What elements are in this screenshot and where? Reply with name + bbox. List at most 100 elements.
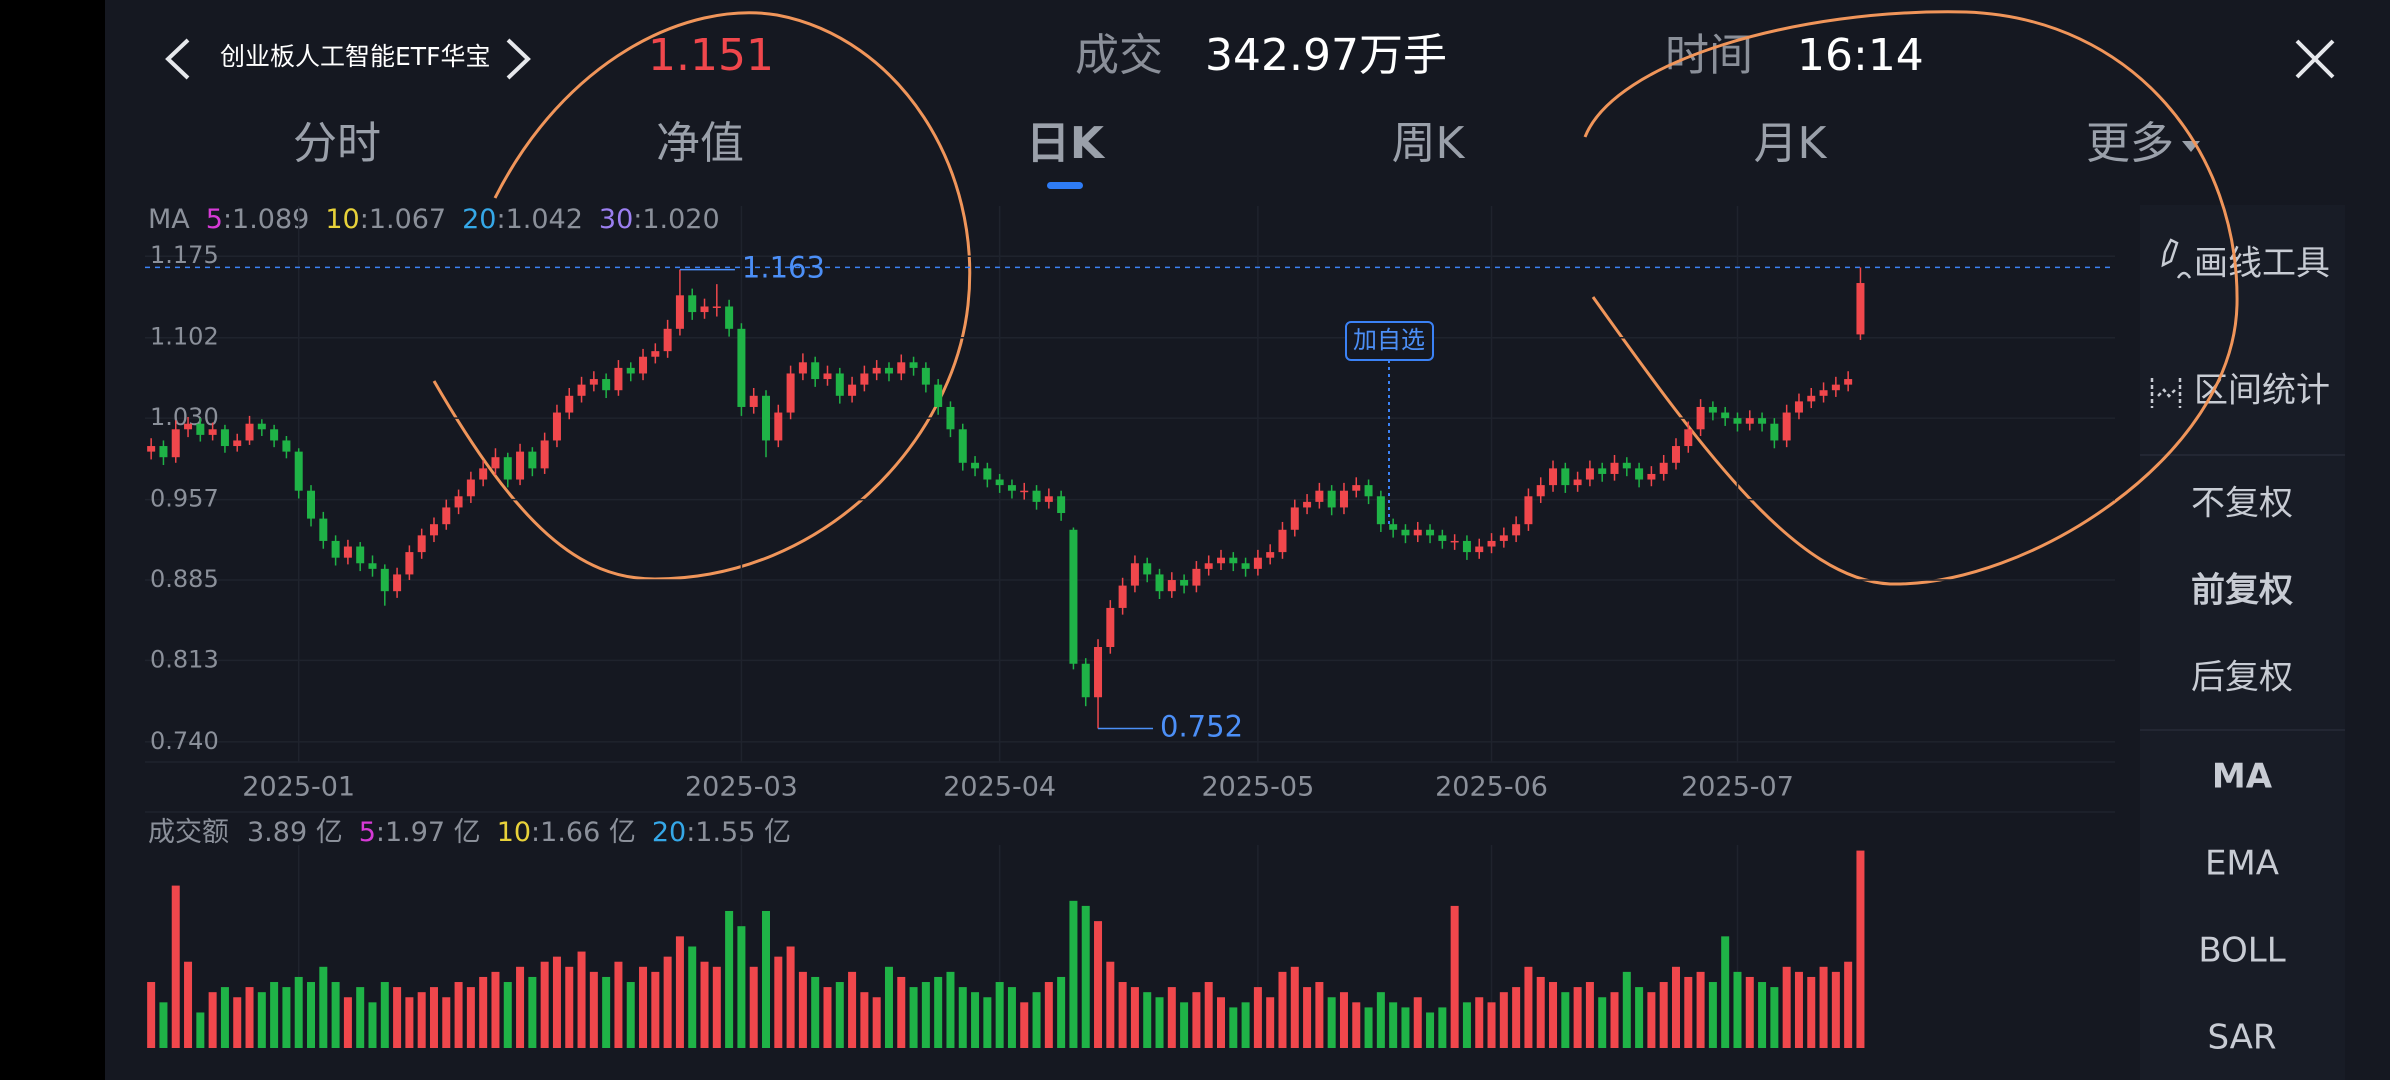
volume-bar	[1659, 982, 1668, 1048]
candle-body	[1659, 462, 1668, 474]
volume-bar	[1192, 992, 1201, 1048]
volume-bar	[1561, 992, 1570, 1048]
left-band	[0, 0, 105, 1080]
candle-body	[540, 440, 549, 469]
volume-bar	[1438, 1007, 1447, 1048]
volume-bar	[307, 982, 316, 1048]
tab[interactable]: 净值	[656, 118, 744, 169]
candle-body	[1819, 390, 1828, 396]
volume-bar	[737, 926, 746, 1048]
volume-bar	[995, 982, 1004, 1048]
candle-body	[1389, 524, 1398, 530]
volume-label: 成交	[1075, 30, 1163, 81]
candle-body	[737, 328, 746, 407]
candle-body	[1462, 540, 1471, 553]
volume-bar	[454, 982, 463, 1048]
volume-bar	[1278, 971, 1287, 1048]
volume-bar	[774, 956, 783, 1048]
add-watchlist-button[interactable]	[1345, 321, 1434, 361]
volume-bar	[1401, 1007, 1410, 1048]
legend: 成交额 3.89 亿 5:1.97 亿 10:1.66 亿 20:1.55 亿	[148, 817, 791, 848]
tab[interactable]: 日K	[1026, 118, 1106, 169]
volume-bar	[208, 992, 217, 1048]
candle-body	[1253, 557, 1262, 569]
volume-bar	[1044, 982, 1053, 1048]
candle-body	[1094, 647, 1103, 698]
candle-body	[466, 479, 475, 497]
candle-body	[1229, 557, 1238, 564]
tool-button[interactable]: 画线工具	[2194, 244, 2330, 284]
candle-body	[1585, 468, 1594, 480]
volume-bar	[343, 997, 352, 1048]
volume-bar	[331, 982, 340, 1048]
adjust-option[interactable]: 前复权	[2191, 571, 2293, 611]
indicator-option[interactable]: EMA	[2205, 844, 2279, 884]
candle-body	[171, 429, 180, 458]
legend: MA 5:1.089 10:1.067 20:1.042 30:1.020	[148, 204, 720, 235]
candle-body	[749, 395, 758, 407]
legend-period: 30	[599, 204, 633, 235]
side-panel	[2140, 205, 2345, 1080]
candle-body	[1130, 563, 1139, 586]
tab[interactable]: 周K	[1392, 118, 1466, 169]
candle-body	[1512, 524, 1521, 536]
volume-bar	[1315, 982, 1324, 1048]
volume-bar	[1733, 971, 1742, 1048]
tab[interactable]: 更多	[2086, 118, 2174, 169]
volume-bar	[1339, 992, 1348, 1048]
volume-bar	[491, 971, 500, 1048]
volume-bar	[1106, 961, 1115, 1048]
tab[interactable]: 分时	[293, 118, 381, 169]
volume-bar	[811, 976, 820, 1048]
adjust-option[interactable]: 不复权	[2191, 484, 2293, 524]
x-tick-label: 2025-05	[1201, 772, 1314, 803]
volume-bar	[1475, 997, 1484, 1048]
next-button[interactable]	[506, 38, 531, 80]
volume-bar	[1229, 1007, 1238, 1048]
volume-bar	[884, 966, 893, 1048]
candle-body	[1758, 418, 1767, 424]
volume-bar	[1007, 987, 1016, 1048]
tab-bar: 分时 净值 日K 周K 月K 更多	[293, 118, 2200, 189]
candle-body	[946, 406, 955, 430]
candle-body	[663, 328, 672, 352]
volume-bar	[1216, 997, 1225, 1048]
volume-bar	[1032, 992, 1041, 1048]
candle-body	[786, 373, 795, 413]
volume-bar	[503, 982, 512, 1048]
candle-body	[614, 367, 623, 391]
candle-body	[651, 351, 660, 357]
candle-body	[294, 451, 303, 491]
candle-body	[884, 367, 893, 374]
volume-bar	[1069, 900, 1078, 1048]
add-watchlist-label: 加自选	[1353, 326, 1425, 354]
volume-value: 342.97万手	[1205, 30, 1447, 81]
volume-bar	[1376, 992, 1385, 1048]
legend-period: 5	[206, 204, 223, 235]
volume-bar	[602, 976, 611, 1048]
volume-bar	[946, 971, 955, 1048]
indicator-option[interactable]: BOLL	[2198, 931, 2285, 971]
close-button[interactable]	[2295, 39, 2335, 79]
volume-bar	[1696, 971, 1705, 1048]
candle-body	[811, 362, 820, 380]
legend-value: :1.55 亿	[686, 817, 791, 848]
hand-circle	[1583, 10, 2239, 586]
volume-bar	[147, 982, 156, 1048]
back-button[interactable]	[165, 38, 190, 80]
candle-body	[1561, 468, 1570, 486]
volume-bar	[577, 951, 586, 1048]
volume-bar	[1549, 982, 1558, 1048]
tool-button[interactable]: 区间统计	[2194, 371, 2330, 411]
candle-body	[589, 379, 598, 385]
volume-bar	[762, 910, 771, 1048]
indicator-option[interactable]: MA	[2212, 757, 2273, 797]
x-tick-label: 2025-04	[943, 772, 1056, 803]
indicator-option[interactable]: SAR	[2207, 1018, 2276, 1058]
volume-bar	[380, 982, 389, 1048]
volume-bar	[1487, 1002, 1496, 1048]
adjust-option[interactable]: 后复权	[2191, 658, 2293, 698]
candle-body	[835, 373, 844, 396]
tab[interactable]: 月K	[1754, 118, 1828, 169]
